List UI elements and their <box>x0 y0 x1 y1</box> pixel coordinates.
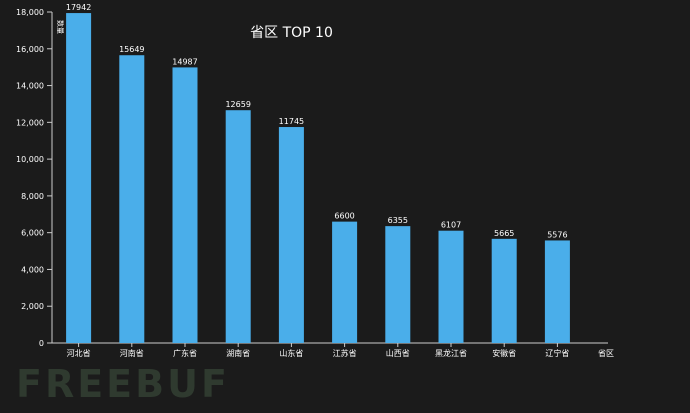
y-tick-label: 6,000 <box>21 229 44 238</box>
x-axis-label: 省区 <box>598 348 614 358</box>
y-axis-label: 数量 <box>56 20 65 34</box>
y-tick-label: 12,000 <box>16 118 44 127</box>
y-tick-label: 18,000 <box>16 8 44 17</box>
bar-value-label: 11745 <box>279 117 304 126</box>
x-tick-label: 辽宁省 <box>545 348 569 358</box>
x-tick-label: 江苏省 <box>333 348 357 358</box>
bar-value-label: 14987 <box>172 57 197 66</box>
bar-value-label: 6355 <box>388 216 408 225</box>
bar-value-label: 12659 <box>225 100 250 109</box>
bar-6 <box>332 221 358 343</box>
bar-7 <box>385 226 411 343</box>
y-tick-label: 4,000 <box>21 265 44 274</box>
bar-3 <box>172 67 198 343</box>
bar-5 <box>278 127 304 344</box>
y-tick-label: 8,000 <box>21 192 44 201</box>
freebuf-watermark: FREEBUF <box>16 362 230 406</box>
x-tick-label: 河南省 <box>120 348 144 358</box>
bar-value-label: 5665 <box>494 229 514 238</box>
y-tick-label: 10,000 <box>16 155 44 164</box>
bar-9 <box>491 238 517 343</box>
y-tick-label: 16,000 <box>16 45 44 54</box>
y-tick-label: 0 <box>39 339 44 348</box>
x-tick-label: 安徽省 <box>492 348 516 358</box>
x-tick-label: 黑龙江省 <box>435 348 467 358</box>
x-tick-label: 湖南省 <box>226 348 250 358</box>
y-tick-label: 14,000 <box>16 82 44 91</box>
x-tick-label: 河北省 <box>67 348 91 358</box>
bar-8 <box>438 230 464 343</box>
bar-value-label: 15649 <box>119 45 144 54</box>
x-tick-label: 山西省 <box>386 348 410 358</box>
chart-title: 省区 TOP 10 <box>250 25 333 41</box>
bar-value-label: 6600 <box>334 212 354 221</box>
bar-value-label: 6107 <box>441 221 461 230</box>
bar-1 <box>66 13 92 343</box>
y-tick-label: 2,000 <box>21 302 44 311</box>
x-tick-label: 山东省 <box>279 348 303 358</box>
bar-4 <box>225 110 251 343</box>
x-tick-label: 广东省 <box>173 348 197 358</box>
bar-2 <box>119 55 145 344</box>
bar-10 <box>544 240 570 343</box>
bar-value-label: 17942 <box>66 3 91 12</box>
bar-value-label: 5576 <box>547 230 567 239</box>
